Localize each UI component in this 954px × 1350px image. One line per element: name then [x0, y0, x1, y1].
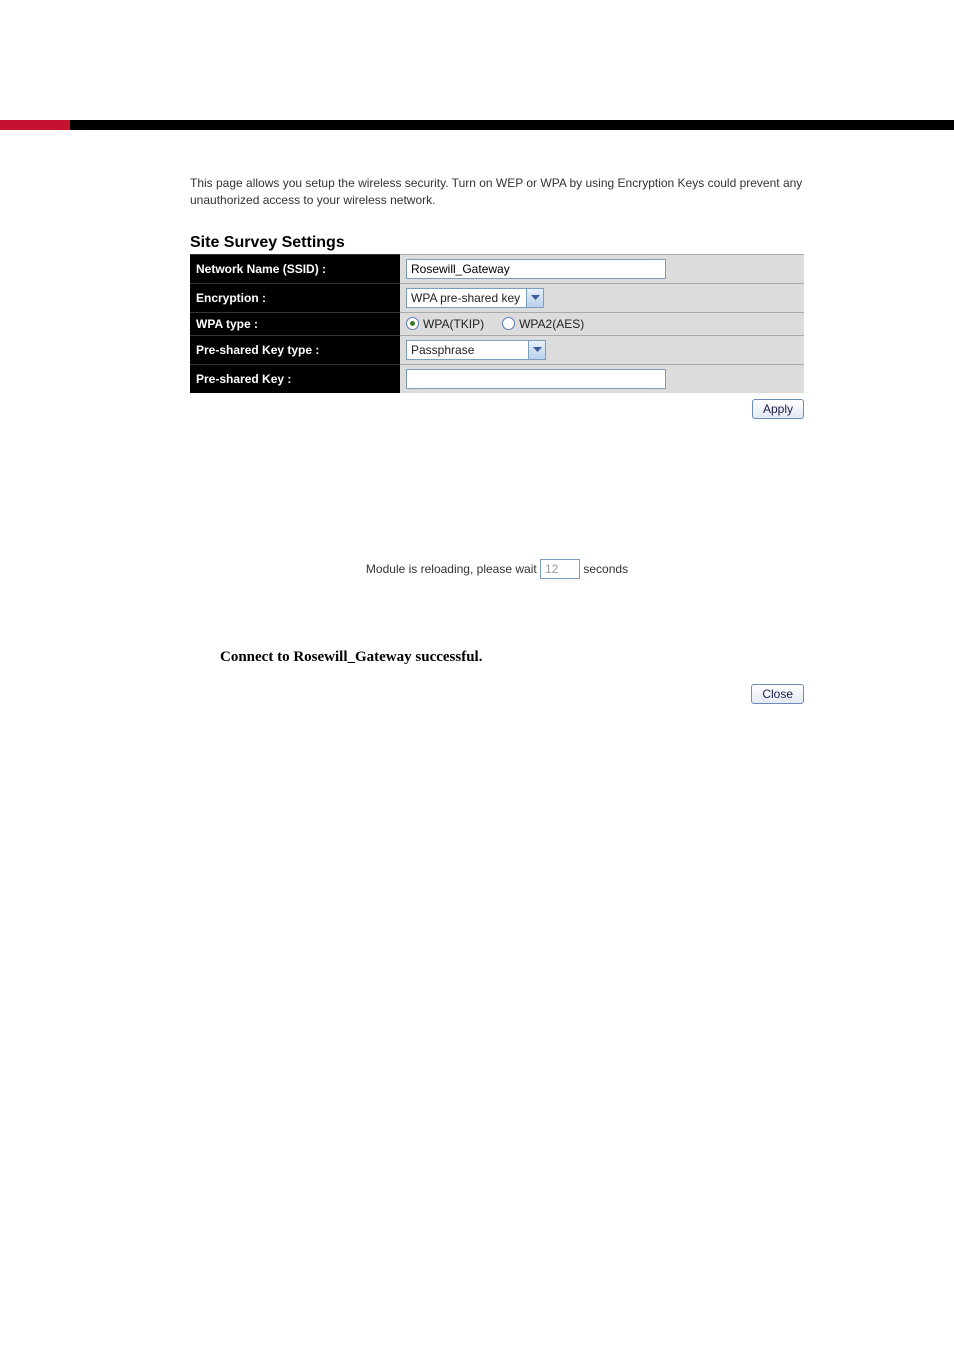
encryption-select[interactable]: WPA pre-shared key: [406, 288, 544, 308]
label-psk-type: Pre-shared Key type :: [190, 335, 400, 364]
reload-seconds-input: [540, 559, 580, 579]
radio-label-wpa-tkip: WPA(TKIP): [423, 317, 484, 331]
psk-type-select-text: Passphrase: [411, 343, 528, 357]
chevron-down-icon: [526, 289, 543, 307]
header-bar-black: [70, 120, 954, 130]
row-psk: Pre-shared Key :: [190, 364, 804, 393]
section-title: Site Survey Settings: [190, 234, 804, 252]
psk-input[interactable]: [406, 369, 666, 389]
header-bar: [0, 120, 954, 130]
cell-psk-type: Passphrase: [400, 335, 804, 364]
radio-icon: [406, 317, 419, 330]
row-wpa-type: WPA type : WPA(TKIP) WPA2(AES): [190, 312, 804, 335]
radio-wpa-tkip[interactable]: WPA(TKIP): [406, 317, 484, 331]
label-encryption: Encryption :: [190, 283, 400, 312]
label-ssid: Network Name (SSID) :: [190, 254, 400, 283]
row-psk-type: Pre-shared Key type : Passphrase: [190, 335, 804, 364]
apply-row: Apply: [190, 399, 804, 419]
row-encryption: Encryption : WPA pre-shared key: [190, 283, 804, 312]
radio-wpa2-aes[interactable]: WPA2(AES): [502, 317, 584, 331]
reload-prefix: Module is reloading, please wait: [366, 562, 537, 576]
cell-ssid: [400, 254, 804, 283]
chevron-down-icon: [528, 341, 545, 359]
cell-psk: [400, 364, 804, 393]
radio-label-wpa2-aes: WPA2(AES): [519, 317, 584, 331]
close-row: Close: [190, 684, 804, 704]
label-psk: Pre-shared Key :: [190, 364, 400, 393]
header-bar-red: [0, 120, 70, 130]
reload-suffix: seconds: [583, 562, 628, 576]
psk-type-select[interactable]: Passphrase: [406, 340, 546, 360]
encryption-select-text: WPA pre-shared key: [411, 291, 526, 305]
apply-button[interactable]: Apply: [752, 399, 804, 419]
settings-table: Network Name (SSID) : Encryption : WPA p…: [190, 254, 804, 393]
success-message: Connect to Rosewill_Gateway successful.: [190, 649, 804, 666]
cell-wpa-type: WPA(TKIP) WPA2(AES): [400, 312, 804, 335]
label-wpa-type: WPA type :: [190, 312, 400, 335]
cell-encryption: WPA pre-shared key: [400, 283, 804, 312]
ssid-input[interactable]: [406, 259, 666, 279]
row-ssid: Network Name (SSID) :: [190, 254, 804, 283]
close-button[interactable]: Close: [751, 684, 804, 704]
radio-icon: [502, 317, 515, 330]
reload-message: Module is reloading, please wait seconds: [190, 559, 804, 579]
page-description: This page allows you setup the wireless …: [190, 175, 804, 209]
content-area: This page allows you setup the wireless …: [0, 175, 954, 704]
